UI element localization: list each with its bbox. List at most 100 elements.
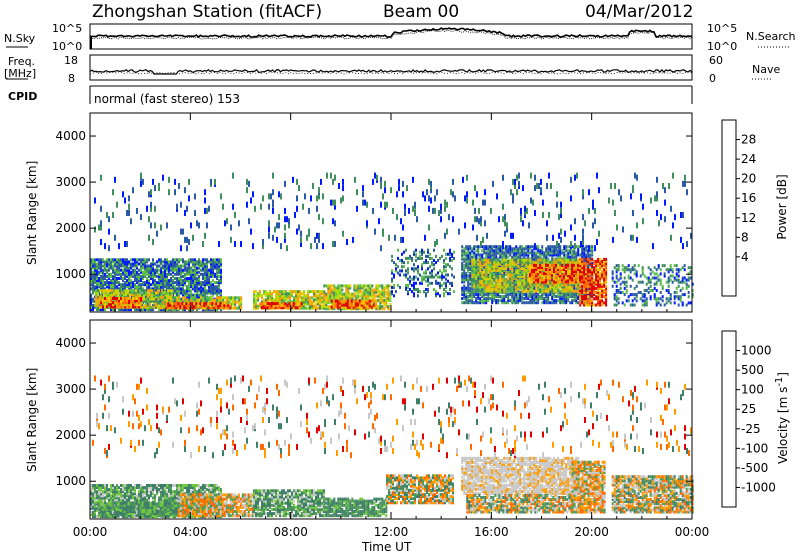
range-gate-cell bbox=[200, 293, 202, 297]
range-gate-cell bbox=[145, 301, 147, 305]
range-gate-cell bbox=[194, 287, 196, 291]
range-gate-cell bbox=[162, 298, 165, 302]
range-gate-cell bbox=[124, 299, 126, 303]
range-gate-cell bbox=[184, 262, 186, 266]
range-gate-cell bbox=[313, 306, 315, 310]
range-gate-cell bbox=[473, 275, 476, 279]
range-gate-cell bbox=[350, 303, 353, 307]
range-gate-cell bbox=[255, 300, 257, 304]
range-gate-cell bbox=[162, 304, 165, 308]
range-gate-cell bbox=[487, 297, 490, 300]
range-gate-cell bbox=[90, 301, 92, 305]
range-gate-cell bbox=[120, 274, 122, 278]
range-gate-cell bbox=[337, 284, 340, 288]
range-gate-cell bbox=[116, 281, 118, 285]
range-gate-cell bbox=[184, 274, 186, 278]
range-gate-cell bbox=[411, 256, 413, 260]
range-gate-cell bbox=[571, 257, 574, 261]
range-gate-cell bbox=[269, 294, 271, 298]
range-gate-cell bbox=[253, 296, 255, 300]
range-gate-cell bbox=[130, 266, 132, 270]
range-gate-cell bbox=[255, 290, 257, 294]
range-gate-cell bbox=[489, 262, 492, 266]
range-gate-cell bbox=[349, 286, 352, 290]
range-gate-cell bbox=[487, 266, 490, 270]
range-gate-cell bbox=[114, 277, 116, 280]
range-gate-cell bbox=[373, 296, 376, 300]
range-gate-cell bbox=[481, 292, 484, 296]
range-gate-cell bbox=[206, 277, 208, 280]
range-gate-cell bbox=[521, 297, 524, 300]
range-gate-cell bbox=[238, 304, 241, 308]
range-gate-cell bbox=[188, 293, 190, 297]
range-gate-cell bbox=[503, 260, 506, 264]
range-gate-cell bbox=[515, 279, 518, 283]
range-gate-cell bbox=[491, 249, 494, 253]
range-gate-cell bbox=[218, 270, 220, 274]
range-gate-cell bbox=[505, 260, 508, 264]
range-gate-cell bbox=[155, 305, 157, 309]
range-gate-cell bbox=[368, 301, 371, 305]
range-gate-cell bbox=[102, 260, 104, 264]
range-gate-cell bbox=[214, 298, 217, 302]
range-gate-cell bbox=[409, 275, 411, 279]
range-gate-cell bbox=[196, 260, 198, 264]
range-gate-cell bbox=[294, 302, 297, 306]
range-gate-cell bbox=[212, 298, 215, 302]
range-gate-cell bbox=[150, 287, 152, 291]
range-gate-cell bbox=[583, 251, 586, 255]
range-gate-cell bbox=[253, 298, 255, 302]
range-gate-cell bbox=[114, 287, 116, 291]
range-gate-cell bbox=[421, 275, 423, 279]
range-gate-cell bbox=[282, 304, 285, 308]
range-gate-cell bbox=[354, 305, 357, 309]
range-gate-cell bbox=[96, 279, 98, 283]
range-gate-cell bbox=[303, 306, 305, 310]
range-gate-cell bbox=[429, 256, 431, 260]
range-gate-cell bbox=[257, 306, 259, 310]
range-gate-cell bbox=[403, 265, 405, 269]
range-gate-cell bbox=[591, 245, 594, 249]
range-gate-cell bbox=[403, 273, 405, 277]
range-gate-cell bbox=[200, 283, 202, 287]
range-gate-cell bbox=[259, 290, 261, 294]
range-gate-cell bbox=[429, 265, 431, 269]
range-gate-cell bbox=[377, 286, 380, 290]
range-gate-cell bbox=[343, 296, 346, 300]
range-gate-cell bbox=[255, 304, 257, 308]
range-gate-cell bbox=[501, 283, 504, 287]
range-gate-cell bbox=[168, 300, 171, 304]
range-gate-cell bbox=[184, 264, 186, 268]
range-gate-cell bbox=[543, 299, 546, 303]
range-gate-cell bbox=[525, 297, 528, 300]
range-gate-cell bbox=[188, 289, 190, 293]
range-gate-cell bbox=[196, 298, 199, 302]
range-gate-cell bbox=[154, 287, 156, 291]
range-gate-cell bbox=[513, 258, 516, 262]
range-gate-cell bbox=[272, 306, 275, 310]
range-gate-cell bbox=[549, 251, 552, 255]
range-gate-cell bbox=[265, 298, 267, 302]
range-gate-cell bbox=[219, 302, 222, 306]
range-gate-cell bbox=[144, 272, 146, 276]
range-gate-cell bbox=[565, 274, 568, 278]
range-gate-cell bbox=[165, 302, 168, 306]
range-gate-cell bbox=[463, 301, 466, 305]
range-gate-cell bbox=[168, 298, 171, 302]
range-gate-cell bbox=[503, 268, 506, 272]
range-gate-cell bbox=[391, 254, 393, 258]
range-gate-cell bbox=[118, 287, 120, 291]
range-gate-cell bbox=[101, 303, 103, 307]
range-gate-cell bbox=[565, 292, 568, 296]
range-gate-cell bbox=[269, 298, 271, 302]
range-gate-cell bbox=[337, 294, 340, 298]
range-gate-cell bbox=[158, 279, 160, 283]
range-gate-cell bbox=[383, 290, 386, 294]
range-gate-cell bbox=[509, 275, 512, 279]
range-gate-cell bbox=[146, 270, 148, 274]
range-gate-cell bbox=[489, 285, 492, 289]
range-gate-cell bbox=[352, 303, 355, 307]
range-gate-cell bbox=[543, 297, 546, 300]
range-gate-cell bbox=[291, 294, 293, 298]
range-gate-cell bbox=[327, 305, 330, 309]
